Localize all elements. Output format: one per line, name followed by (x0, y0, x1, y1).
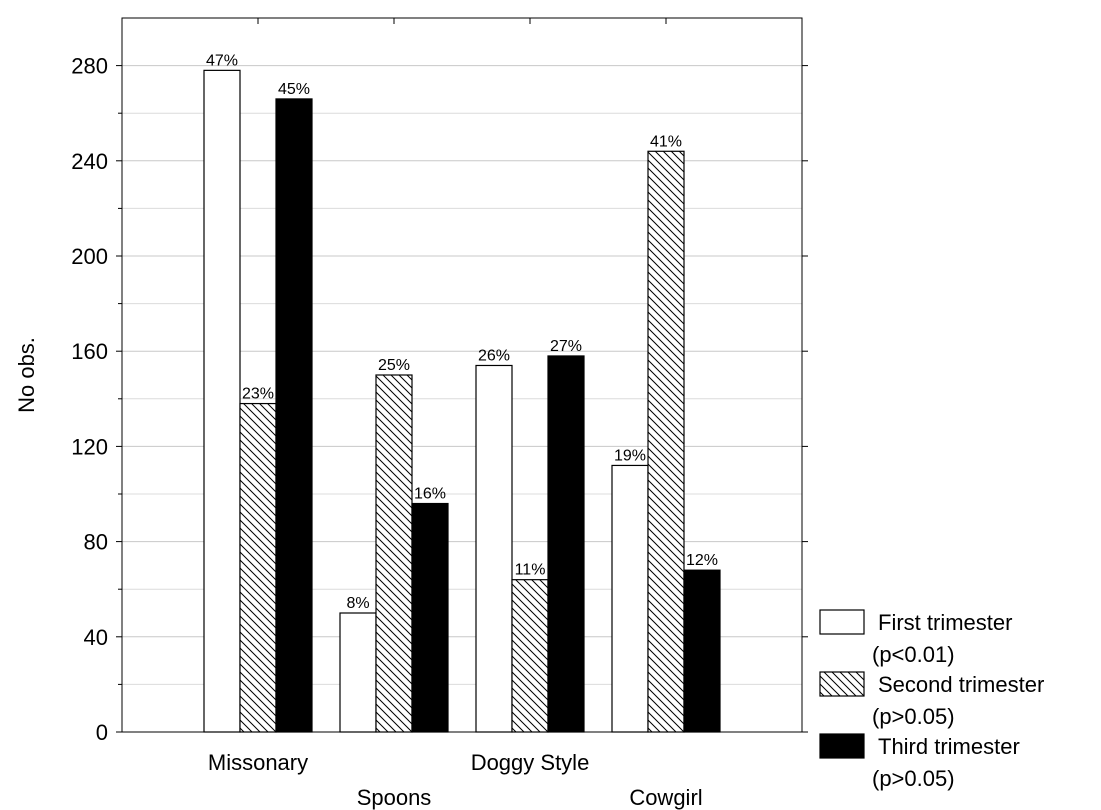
legend-swatch (819, 671, 865, 697)
category-label: Spoons (357, 785, 432, 810)
bar-second-trimester (511, 579, 549, 733)
data-label: 45% (278, 81, 310, 98)
category-label: Doggy Style (471, 750, 590, 775)
data-label: 41% (650, 133, 682, 150)
y-axis: 0 40 80 120 160 200 240 280 (71, 18, 808, 745)
y-tick-label: 280 (71, 54, 108, 79)
legend-label: Second trimester (878, 672, 1044, 697)
legend-swatch (819, 733, 865, 759)
bar-third-trimester (547, 355, 585, 733)
data-label: 27% (550, 338, 582, 355)
bar-first-trimester (475, 364, 513, 733)
x-axis-categories: Missonary Spoons Doggy Style Cowgirl (208, 750, 703, 810)
bar-first-trimester (611, 464, 649, 733)
data-label: 8% (346, 595, 369, 612)
legend-note: (p<0.01) (872, 642, 955, 667)
data-label: 12% (686, 552, 718, 569)
data-label: 19% (614, 447, 646, 464)
data-label: 26% (478, 347, 510, 364)
bar-second-trimester (375, 374, 413, 733)
legend-note: (p>0.05) (872, 766, 955, 791)
bar-second-trimester (647, 150, 685, 733)
y-tick-label: 80 (84, 530, 108, 555)
bar-first-trimester (339, 612, 377, 733)
bar-third-trimester (411, 502, 449, 733)
bar-third-trimester (275, 98, 313, 733)
legend-note: (p>0.05) (872, 704, 955, 729)
legend-label: Third trimester (878, 734, 1020, 759)
data-label: 11% (515, 562, 546, 579)
data-label: 25% (378, 357, 410, 374)
y-tick-label: 160 (71, 339, 108, 364)
y-tick-label: 40 (84, 625, 108, 650)
y-tick-label: 200 (71, 244, 108, 269)
y-tick-label: 0 (96, 720, 108, 745)
bar-second-trimester (239, 402, 277, 733)
y-axis-title: No obs. (14, 337, 39, 413)
bars: 47% 23% 45% 8% 25% 16% 26% 11% 27% 19% 41% 12% (203, 52, 721, 733)
category-label: Missonary (208, 750, 308, 775)
legend-label: First trimester (878, 610, 1012, 635)
data-label: 16% (414, 486, 446, 503)
y-tick-label: 240 (71, 149, 108, 174)
data-label: 47% (206, 52, 238, 69)
plot-frame (121, 17, 803, 733)
bar-first-trimester (203, 69, 241, 733)
bar-third-trimester (683, 569, 721, 733)
y-tick-label: 120 (71, 434, 108, 459)
legend-swatch (819, 609, 865, 635)
category-label: Cowgirl (629, 785, 702, 810)
legend: First trimester (p<0.01) Second trimester (… (819, 609, 1044, 791)
data-label: 23% (242, 386, 274, 403)
